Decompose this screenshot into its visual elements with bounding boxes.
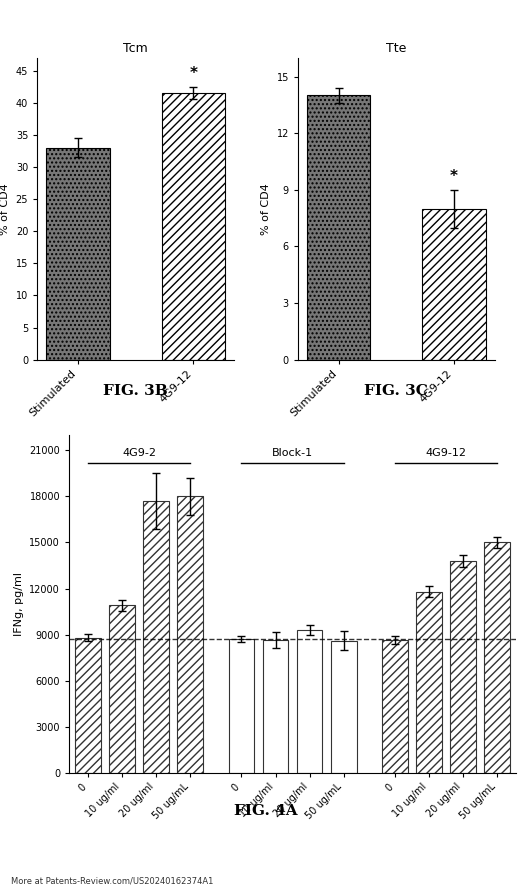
Bar xyxy=(382,640,408,773)
Bar xyxy=(109,606,135,773)
Text: *: * xyxy=(450,169,458,184)
Y-axis label: % of CD4: % of CD4 xyxy=(0,183,10,234)
Bar xyxy=(416,591,442,773)
Bar xyxy=(451,561,476,773)
Text: 4G9-2: 4G9-2 xyxy=(122,448,156,458)
Bar xyxy=(178,496,203,773)
Title: Tcm: Tcm xyxy=(123,42,148,55)
Text: 4G9-12: 4G9-12 xyxy=(426,448,467,458)
Text: More at Patents-Review.com/US20240162374A1: More at Patents-Review.com/US20240162374… xyxy=(11,876,213,885)
Bar xyxy=(143,501,169,773)
Bar xyxy=(229,639,254,773)
Bar xyxy=(162,93,225,360)
Bar xyxy=(422,209,486,360)
Text: FIG. 3B: FIG. 3B xyxy=(103,385,168,398)
Bar xyxy=(75,638,101,773)
Bar xyxy=(307,95,370,360)
Text: FIG. 4A: FIG. 4A xyxy=(234,805,298,818)
Y-axis label: IFNg, pg/ml: IFNg, pg/ml xyxy=(14,572,24,636)
Bar xyxy=(331,640,356,773)
Bar xyxy=(46,147,110,360)
Bar xyxy=(263,640,288,773)
Title: Tte: Tte xyxy=(386,42,406,55)
Text: Block-1: Block-1 xyxy=(272,448,313,458)
Text: FIG. 3C: FIG. 3C xyxy=(364,385,428,398)
Text: *: * xyxy=(189,66,197,81)
Y-axis label: % of CD4: % of CD4 xyxy=(261,183,271,234)
Bar xyxy=(485,543,510,773)
Bar xyxy=(297,630,322,773)
